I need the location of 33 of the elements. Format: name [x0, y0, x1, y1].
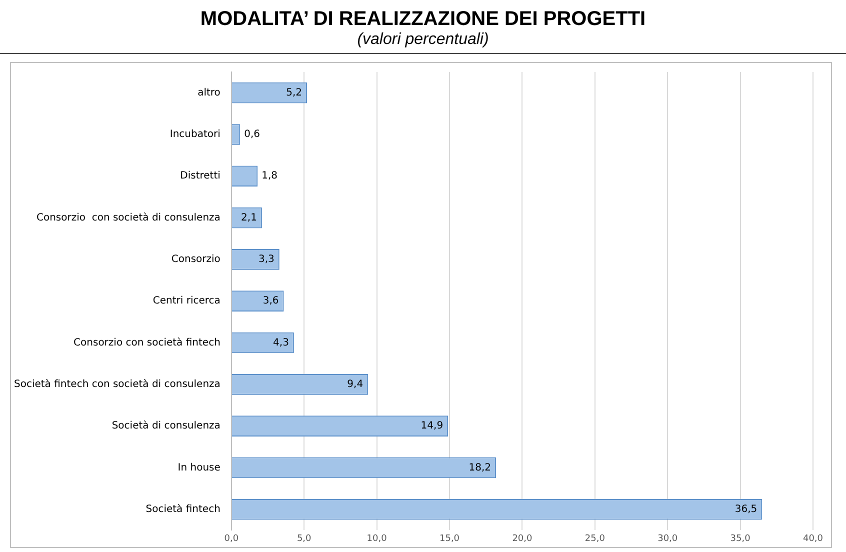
- data-label: 3,3: [258, 254, 274, 266]
- x-tick-label: 15,0: [439, 534, 460, 544]
- x-tick-label: 30,0: [658, 534, 678, 544]
- y-tick-label: Incubatori: [170, 129, 220, 140]
- y-tick-label: Consorzio con società fintech: [74, 337, 220, 348]
- y-tick-label: Società fintech con società di consulenza: [14, 379, 220, 390]
- data-label: 9,4: [347, 379, 364, 390]
- data-label: 1,8: [262, 170, 278, 182]
- x-tick-label: 40,0: [802, 534, 824, 544]
- y-tick-label: Consorzio: [171, 254, 220, 266]
- chart-subtitle: (valori percentuali): [356, 31, 490, 49]
- x-tick-label: 25,0: [584, 534, 606, 544]
- data-label: 14,9: [420, 420, 444, 432]
- data-label: 5,2: [286, 87, 302, 98]
- data-label: 18,2: [468, 462, 492, 474]
- x-tick-label: 0,0: [224, 534, 239, 544]
- y-tick-label: In house: [178, 462, 220, 474]
- chart-title: MODALITA’ DI REALIZZAZIONE DEI PROGETTI: [199, 8, 647, 31]
- data-label: 36,5: [734, 504, 758, 515]
- x-tick-label: 10,0: [366, 534, 388, 544]
- y-tick-label: altro: [198, 87, 220, 98]
- data-label: 2,1: [241, 212, 257, 224]
- data-label: 3,6: [262, 296, 279, 307]
- x-tick-label: 35,0: [730, 534, 751, 544]
- y-tick-label: Consorzio con società di consulenza: [36, 212, 220, 224]
- data-label: 4,3: [273, 337, 289, 348]
- data-label: 0,6: [244, 129, 260, 140]
- x-tick-label: 20,0: [512, 534, 532, 544]
- y-tick-label: Società fintech: [146, 504, 220, 515]
- x-tick-label: 5,0: [296, 534, 312, 544]
- y-tick-label: Centri ricerca: [152, 296, 220, 307]
- y-tick-label: Società di consulenza: [112, 420, 220, 432]
- y-tick-label: Distretti: [180, 170, 220, 182]
